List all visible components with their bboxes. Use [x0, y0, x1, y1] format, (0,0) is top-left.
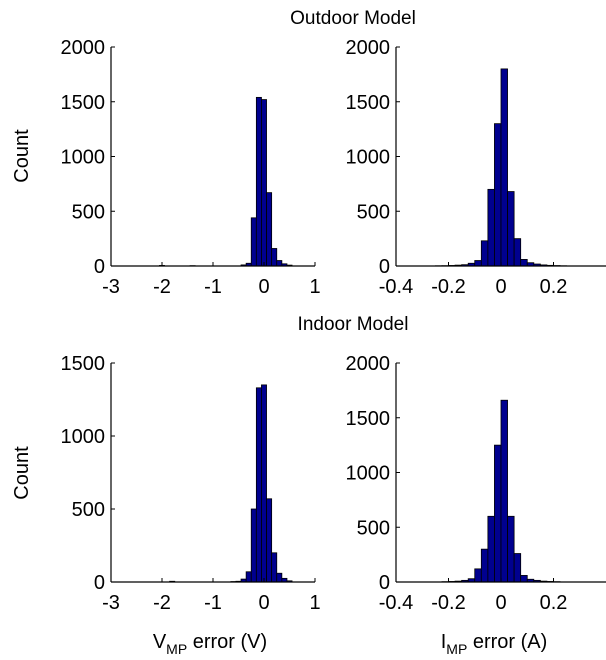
title-indoor-model: Indoor Model — [298, 314, 409, 335]
xtick-label-outdoor-imp-1: -0.2 — [431, 276, 465, 298]
xtick-label-indoor-imp-1: -0.2 — [431, 592, 465, 614]
bar-outdoor-imp-12 — [513, 238, 522, 267]
bar-indoor-imp-6 — [480, 548, 489, 583]
panel-indoor-imp: 0 500 1000 1500 2000 -0.4 -0.2 0 0.2 — [346, 353, 606, 614]
bar-outdoor-imp-6 — [474, 260, 482, 267]
bar-indoor-imp-5 — [474, 568, 482, 583]
ytick-label-indoor-vmp-2: 1000 — [61, 426, 106, 448]
ytick-label-indoor-imp-3: 1500 — [346, 408, 391, 430]
bar-indoor-imp-8 — [494, 444, 502, 583]
bar-outdoor-imp-9 — [494, 123, 502, 267]
bar-outdoor-imp-8 — [487, 188, 495, 267]
bar-outdoor-vmp-4 — [250, 217, 257, 267]
bar-outdoor-imp-10 — [500, 68, 508, 267]
bar-outdoor-vmp-9 — [276, 260, 283, 267]
bar-indoor-imp-9 — [500, 399, 508, 583]
ytick-label-outdoor-imp-0: 0 — [379, 256, 390, 278]
bar-outdoor-vmp-6 — [261, 99, 267, 267]
xtick-label-indoor-vmp-2: -1 — [204, 592, 222, 614]
ytick-label-outdoor-imp-2: 1000 — [346, 147, 391, 169]
bar-indoor-imp-11 — [513, 553, 522, 583]
xtick-label-indoor-vmp-3: 0 — [258, 592, 269, 614]
bar-indoor-vmp-5 — [250, 508, 257, 583]
xlabel-imp-main: I — [441, 631, 447, 653]
ytick-label-outdoor-vmp-1: 500 — [72, 201, 105, 223]
ylabel-top: Count — [11, 129, 33, 183]
xtick-label-indoor-vmp-1: -2 — [153, 592, 171, 614]
ytick-label-indoor-imp-4: 2000 — [346, 353, 391, 375]
xtick-label-outdoor-vmp-0: -3 — [102, 276, 120, 298]
xtick-label-outdoor-imp-3: 0.2 — [540, 276, 568, 298]
bar-outdoor-imp-13 — [520, 259, 528, 267]
bar-indoor-vmp-7 — [261, 384, 267, 583]
xtick-label-outdoor-imp-0: -0.4 — [379, 276, 413, 298]
xlabel-imp-error: IMP error (A) — [441, 631, 548, 657]
ytick-label-indoor-imp-2: 1000 — [346, 463, 391, 485]
ytick-label-outdoor-vmp-2: 1000 — [61, 147, 106, 169]
bar-indoor-vmp-8 — [266, 498, 273, 583]
bar-outdoor-imp-11 — [507, 191, 515, 267]
xtick-label-indoor-vmp-4: 1 — [309, 592, 320, 614]
xlabel-imp-sub: MP — [446, 641, 467, 657]
xlabel-vmp-error: VMP error (V) — [153, 631, 267, 657]
ytick-label-outdoor-vmp-4: 2000 — [61, 37, 106, 59]
xtick-label-outdoor-vmp-2: -1 — [204, 276, 222, 298]
bar-indoor-imp-10 — [507, 515, 515, 583]
ytick-label-indoor-imp-1: 500 — [357, 517, 390, 539]
bar-outdoor-vmp-7 — [266, 192, 273, 267]
ytick-label-outdoor-imp-3: 1500 — [346, 92, 391, 114]
bar-indoor-vmp-9 — [271, 552, 278, 583]
xtick-label-outdoor-imp-2: 0 — [495, 276, 506, 298]
bar-indoor-vmp-4 — [245, 571, 252, 583]
xlabel-imp-rest: error (A) — [467, 631, 547, 653]
ytick-label-outdoor-imp-1: 500 — [357, 201, 390, 223]
bar-outdoor-vmp-8 — [271, 248, 278, 267]
ytick-label-outdoor-vmp-0: 0 — [94, 256, 105, 278]
ytick-label-indoor-vmp-3: 1500 — [61, 353, 106, 375]
ytick-label-indoor-vmp-0: 0 — [94, 572, 105, 594]
xtick-label-outdoor-vmp-1: -2 — [153, 276, 171, 298]
xtick-label-indoor-vmp-0: -3 — [102, 592, 120, 614]
panel-outdoor-vmp: 0 500 1000 1500 2000 -3 -2 -1 0 1 — [61, 37, 321, 298]
xtick-label-indoor-imp-2: 0 — [495, 592, 506, 614]
xtick-label-outdoor-vmp-3: 0 — [258, 276, 269, 298]
bar-indoor-imp-12 — [520, 575, 528, 583]
xlabel-vmp-main: V — [153, 631, 167, 653]
ytick-label-outdoor-vmp-3: 1500 — [61, 92, 106, 114]
xtick-label-indoor-imp-3: 0.2 — [540, 592, 568, 614]
ytick-label-indoor-imp-0: 0 — [379, 572, 390, 594]
ylabel-bottom: Count — [11, 446, 33, 500]
title-outdoor-model: Outdoor Model — [290, 8, 416, 29]
xtick-label-outdoor-vmp-4: 1 — [309, 276, 320, 298]
ytick-label-outdoor-imp-4: 2000 — [346, 37, 391, 59]
panel-indoor-vmp: 0 500 1000 1500 -3 -2 -1 0 1 — [61, 353, 321, 614]
bar-outdoor-vmp-5 — [255, 96, 262, 267]
panel-outdoor-imp: 0 500 1000 1500 2000 -0.4 -0.2 0 0.2 — [346, 37, 606, 298]
xlabel-vmp-rest: error (V) — [187, 631, 267, 653]
ytick-label-indoor-vmp-1: 500 — [72, 499, 105, 521]
bar-indoor-vmp-10 — [276, 572, 283, 583]
xlabel-vmp-sub: MP — [166, 641, 187, 657]
bar-outdoor-imp-7 — [480, 240, 489, 267]
bar-indoor-imp-7 — [487, 515, 495, 583]
xtick-label-indoor-imp-0: -0.4 — [379, 592, 413, 614]
bar-indoor-vmp-6 — [255, 387, 262, 583]
